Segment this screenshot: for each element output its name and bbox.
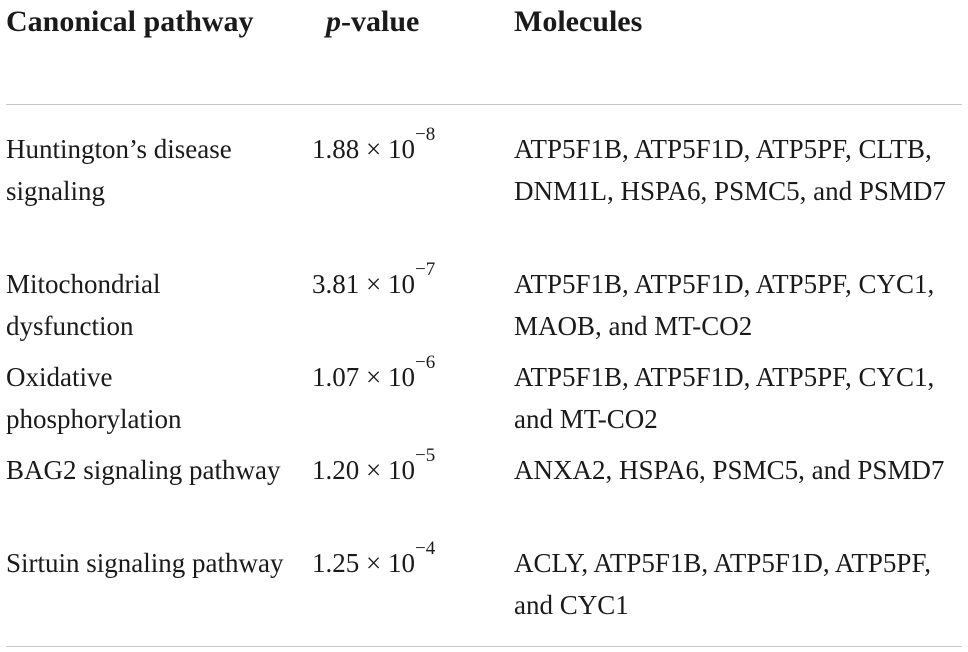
molecules-cell: ATP5F1B, ATP5F1D, ATP5PF, CYC1, MAOB, an… — [514, 269, 935, 341]
p-value-mantissa: 1.88 × 10 — [312, 134, 415, 164]
p-value-cell: 1.07 × 10−6 — [312, 353, 512, 398]
p-value-exponent: −7 — [414, 259, 436, 280]
p-value-cell: 1.20 × 10−5 — [312, 446, 512, 491]
header-p-italic: p — [326, 5, 341, 38]
molecules-cell: ANXA2, HSPA6, PSMC5, and PSMD7 — [514, 455, 945, 485]
molecules-cell: ATP5F1B, ATP5F1D, ATP5PF, CLTB, DNM1L, H… — [514, 134, 946, 206]
table-bottom-rule — [6, 646, 962, 647]
molecules-cell: ACLY, ATP5F1B, ATP5F1D, ATP5PF, and CYC1 — [514, 548, 932, 620]
p-value-mantissa: 1.20 × 10 — [312, 455, 415, 485]
p-value-exponent: −6 — [414, 352, 436, 373]
p-value-exponent: −8 — [414, 124, 436, 145]
header-canonical-pathway: Canonical pathway — [6, 5, 254, 38]
header-p-value: p-value — [326, 4, 476, 40]
p-value-exponent: −5 — [414, 445, 436, 466]
p-value-mantissa: 3.81 × 10 — [312, 269, 415, 299]
pathway-cell: BAG2 signaling pathway — [6, 455, 281, 485]
p-value-cell: 3.81 × 10−7 — [312, 260, 512, 305]
molecules-cell: ATP5F1B, ATP5F1D, ATP5PF, CYC1, and MT-C… — [514, 362, 935, 434]
pathway-cell: Mitochondrial dysfunction — [6, 269, 161, 341]
p-value-mantissa: 1.25 × 10 — [312, 548, 415, 578]
pathway-cell: Sirtuin signaling pathway — [6, 548, 284, 578]
header-p-rest: -value — [341, 5, 420, 38]
p-value-cell: 1.25 × 10−4 — [312, 539, 512, 584]
p-value-cell: 1.88 × 10−8 — [312, 125, 512, 170]
p-value-exponent: −4 — [414, 538, 436, 559]
header-divider — [6, 104, 962, 105]
pathway-cell: Huntington’s disease signaling — [6, 134, 232, 206]
p-value-mantissa: 1.07 × 10 — [312, 362, 415, 392]
header-molecules: Molecules — [514, 5, 643, 38]
pathway-cell: Oxidative phosphorylation — [6, 362, 182, 434]
